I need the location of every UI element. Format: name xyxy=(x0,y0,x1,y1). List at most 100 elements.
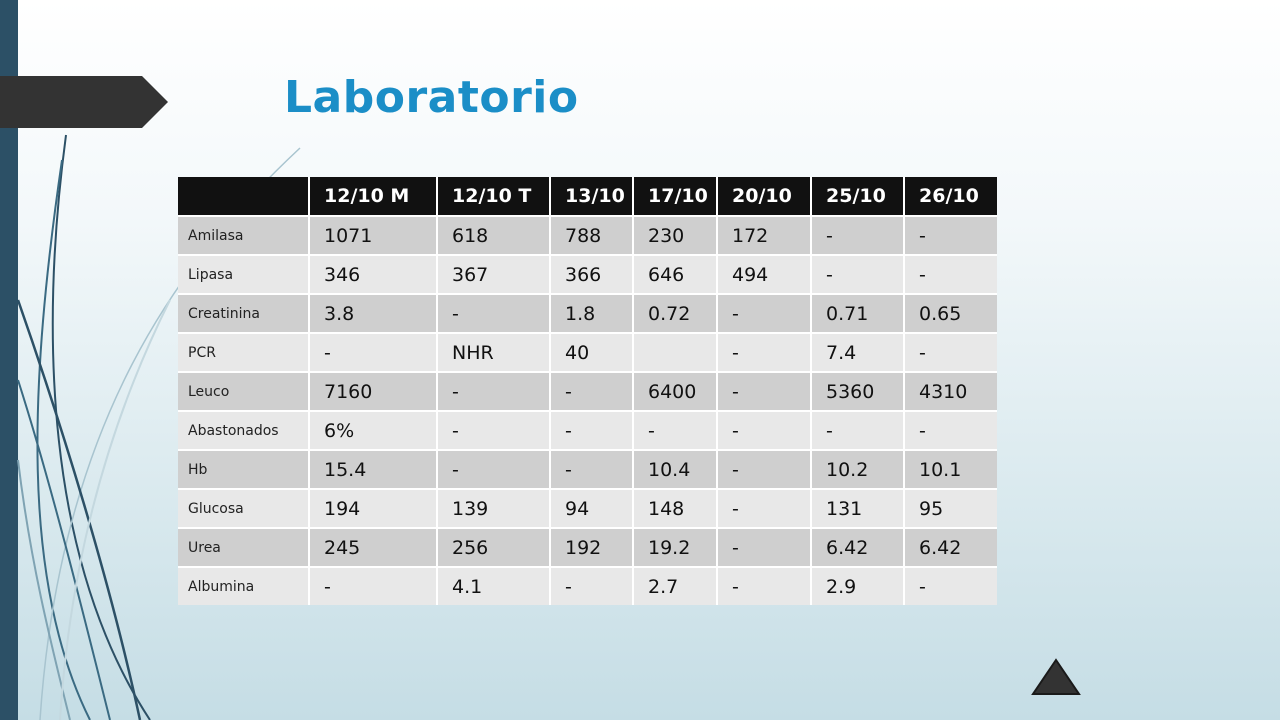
table-cell: 367 xyxy=(437,254,551,294)
table-cell: - xyxy=(811,254,905,294)
row-label: Lipasa xyxy=(178,254,310,294)
table-cell: 256 xyxy=(437,527,551,567)
table-cell: - xyxy=(717,527,812,567)
table-cell: 346 xyxy=(309,254,438,294)
table-cell: - xyxy=(633,410,718,450)
table-cell: - xyxy=(550,566,634,605)
table-cell: 0.72 xyxy=(633,293,718,333)
row-label: Amilasa xyxy=(178,215,310,255)
table-cell: 2.7 xyxy=(633,566,718,605)
table-cell: - xyxy=(437,371,551,411)
table-cell: 172 xyxy=(717,215,812,255)
lab-results-table: 12/10 M 12/10 T 13/10 17/10 20/10 25/10 … xyxy=(178,177,997,605)
table-header-row: 12/10 M 12/10 T 13/10 17/10 20/10 25/10 … xyxy=(178,177,997,216)
row-label: Abastonados xyxy=(178,410,310,450)
column-header xyxy=(178,177,310,216)
table-cell: 10.1 xyxy=(904,449,997,489)
row-label: Leuco xyxy=(178,371,310,411)
table-row: Hb 15.4- -10.4-10.2 10.1 xyxy=(178,449,997,489)
column-header: 25/10 xyxy=(811,177,905,216)
table-cell xyxy=(633,332,718,372)
table-cell: 1071 xyxy=(309,215,438,255)
title-tab-shape xyxy=(0,76,168,128)
table-cell: 7160 xyxy=(309,371,438,411)
table-cell: - xyxy=(904,332,997,372)
table-row: Amilasa 1071 618 788 230 172- - xyxy=(178,215,997,255)
table-cell: - xyxy=(437,449,551,489)
table-cell: 2.9 xyxy=(811,566,905,605)
table-cell: 3.8 xyxy=(309,293,438,333)
left-accent-bar xyxy=(0,0,18,720)
column-header: 12/10 M xyxy=(309,177,438,216)
table-cell: - xyxy=(550,371,634,411)
table-cell: 139 xyxy=(437,488,551,528)
table-cell: 15.4 xyxy=(309,449,438,489)
table-cell: 0.71 xyxy=(811,293,905,333)
table-cell: - xyxy=(717,332,812,372)
table-cell: - xyxy=(717,488,812,528)
table-cell: - xyxy=(904,566,997,605)
table-row: Urea 245 256 192 19.2-6.42 6.42 xyxy=(178,527,997,567)
table-cell: 19.2 xyxy=(633,527,718,567)
column-header: 13/10 xyxy=(550,177,634,216)
table-cell: - xyxy=(717,371,812,411)
table-cell: - xyxy=(717,293,812,333)
table-cell: 148 xyxy=(633,488,718,528)
table-cell: 6.42 xyxy=(904,527,997,567)
table-cell: 4310 xyxy=(904,371,997,411)
table-cell: 194 xyxy=(309,488,438,528)
table-row: Albumina -4.1-2.7-2.9- xyxy=(178,566,997,605)
table-cell: 245 xyxy=(309,527,438,567)
table-row: PCR - NHR 40-7.4- xyxy=(178,332,997,372)
table-cell: - xyxy=(550,410,634,450)
table-cell: 6% xyxy=(309,410,438,450)
row-label: Hb xyxy=(178,449,310,489)
table-row: Leuco 7160- -6400-5360 4310 xyxy=(178,371,997,411)
table-cell: 6.42 xyxy=(811,527,905,567)
table-cell: 230 xyxy=(633,215,718,255)
table-cell: 40 xyxy=(550,332,634,372)
row-label: PCR xyxy=(178,332,310,372)
table-row: Creatinina 3.8-1.8 0.72-0.71 0.65 xyxy=(178,293,997,333)
row-label: Urea xyxy=(178,527,310,567)
table-row: Abastonados 6% - - - - - - xyxy=(178,410,997,450)
table-cell: 10.4 xyxy=(633,449,718,489)
table-cell: - xyxy=(811,215,905,255)
table-cell: 131 xyxy=(811,488,905,528)
table-cell: 7.4 xyxy=(811,332,905,372)
row-label: Albumina xyxy=(178,566,310,605)
table-cell: 95 xyxy=(904,488,997,528)
table-cell: - xyxy=(717,566,812,605)
column-header: 26/10 xyxy=(904,177,997,216)
table-cell: 618 xyxy=(437,215,551,255)
table-cell: - xyxy=(550,449,634,489)
page-title: Laboratorio xyxy=(284,72,579,123)
table-cell: - xyxy=(309,332,438,372)
table-cell: 10.2 xyxy=(811,449,905,489)
table-cell: 366 xyxy=(550,254,634,294)
table-cell: 4.1 xyxy=(437,566,551,605)
table-cell: 1.8 xyxy=(550,293,634,333)
table-cell: 94 xyxy=(550,488,634,528)
table-cell: 6400 xyxy=(633,371,718,411)
table-cell: 646 xyxy=(633,254,718,294)
column-header: 17/10 xyxy=(633,177,718,216)
table-cell: 192 xyxy=(550,527,634,567)
table-cell: - xyxy=(309,566,438,605)
table-cell: - xyxy=(904,410,997,450)
table-cell: NHR xyxy=(437,332,551,372)
row-label: Glucosa xyxy=(178,488,310,528)
table-cell: - xyxy=(904,215,997,255)
triangle-up-icon[interactable] xyxy=(1031,658,1081,696)
table-row: Lipasa 346 367 366 646 494- - xyxy=(178,254,997,294)
table-cell: - xyxy=(811,410,905,450)
column-header: 20/10 xyxy=(717,177,812,216)
table-cell: - xyxy=(437,410,551,450)
table-cell: - xyxy=(904,254,997,294)
table-cell: 788 xyxy=(550,215,634,255)
table-row: Glucosa 194 139 94 148-131 95 xyxy=(178,488,997,528)
table-cell: - xyxy=(437,293,551,333)
table-cell: 0.65 xyxy=(904,293,997,333)
table-cell: 5360 xyxy=(811,371,905,411)
table-cell: 494 xyxy=(717,254,812,294)
